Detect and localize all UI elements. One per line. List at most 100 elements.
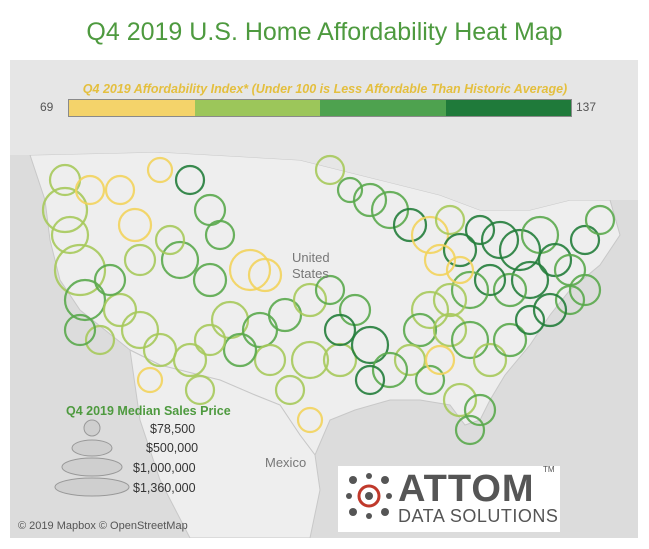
logo-tagline: DATA SOLUTIONS (398, 506, 559, 526)
metro-circle[interactable] (336, 176, 364, 204)
metro-circle[interactable] (410, 290, 450, 330)
scale-seg-4 (445, 100, 571, 116)
metro-circle[interactable] (392, 207, 428, 243)
metro-circle[interactable] (510, 260, 550, 300)
metro-circle[interactable] (184, 374, 216, 406)
scale-seg-3 (320, 100, 446, 116)
metro-circle[interactable] (136, 366, 164, 394)
metro-circle[interactable] (352, 182, 388, 218)
metro-circle[interactable] (142, 332, 178, 368)
metro-circle[interactable] (192, 262, 228, 298)
metro-circle[interactable] (472, 342, 508, 378)
metro-circle[interactable] (410, 215, 450, 255)
metro-circle[interactable] (146, 156, 174, 184)
metro-circle[interactable] (228, 248, 272, 292)
country-label-states: States (292, 266, 329, 281)
metro-circle[interactable] (480, 220, 520, 260)
metro-circle[interactable] (314, 274, 346, 306)
metro-circle[interactable] (117, 207, 153, 243)
metro-circle[interactable] (432, 282, 468, 318)
metro-circle[interactable] (104, 174, 136, 206)
metro-circle[interactable] (93, 263, 127, 297)
metro-circle[interactable] (290, 340, 330, 380)
metro-circle[interactable] (424, 344, 456, 376)
affordability-circles (41, 154, 616, 446)
metro-circle[interactable] (432, 312, 468, 348)
logo-trademark: TM (543, 465, 555, 474)
map-title: Q4 2019 U.S. Home Affordability Heat Map (86, 18, 563, 46)
mexico-label: Mexico (265, 455, 307, 470)
metro-circle[interactable] (450, 320, 490, 360)
metro-circle[interactable] (498, 228, 542, 272)
metro-circle[interactable] (204, 219, 236, 251)
metro-circle[interactable] (445, 255, 475, 285)
metro-circle[interactable] (454, 414, 486, 446)
metro-circle[interactable] (350, 325, 390, 365)
metro-circle[interactable] (63, 313, 97, 347)
metro-circle[interactable] (354, 364, 386, 396)
metro-circle[interactable] (442, 232, 478, 268)
metro-circle[interactable] (102, 292, 138, 328)
map-canvas (10, 60, 638, 538)
metro-circle[interactable] (154, 224, 186, 256)
size-legend-item-1: $78,500 (150, 422, 196, 436)
size-legend-shapes (54, 419, 130, 497)
metro-circle[interactable] (296, 406, 324, 434)
color-legend-max: 137 (576, 100, 597, 114)
metro-circle[interactable] (63, 278, 107, 322)
metro-circle[interactable] (473, 263, 507, 297)
size-legend-item-4: $1,360,000 (133, 481, 196, 495)
map-attribution[interactable]: © 2019 Mapbox © OpenStreetMap (18, 520, 188, 532)
metro-circle[interactable] (569, 224, 601, 256)
metro-circle[interactable] (120, 310, 160, 350)
color-legend-min: 69 (40, 100, 54, 114)
metro-circle[interactable] (84, 324, 116, 356)
metro-circle[interactable] (568, 273, 602, 307)
size-legend-title: Q4 2019 Median Sales Price (66, 404, 231, 418)
metro-circle[interactable] (193, 323, 227, 357)
metro-circle[interactable] (514, 304, 546, 336)
country-label-united: United (292, 250, 330, 265)
metro-circle[interactable] (402, 312, 438, 348)
metro-circle[interactable] (463, 393, 497, 427)
logo-box (338, 466, 560, 532)
metro-circle[interactable] (253, 343, 287, 377)
map-area[interactable]: United States Mexico (10, 60, 638, 538)
metro-circle[interactable] (53, 243, 107, 297)
size-legend-item-2: $500,000 (146, 441, 199, 455)
metro-circle[interactable] (314, 154, 346, 186)
metro-circle[interactable] (323, 313, 357, 347)
metro-circle[interactable] (414, 364, 446, 396)
size-legend-item-3: $1,000,000 (133, 461, 196, 475)
metro-circle[interactable] (371, 351, 409, 389)
metro-circle[interactable] (267, 297, 303, 333)
metro-circle[interactable] (50, 215, 90, 255)
canada-landmass (10, 60, 638, 210)
metro-circle[interactable] (41, 186, 89, 234)
metro-circle[interactable] (442, 382, 478, 418)
metro-circle[interactable] (434, 204, 466, 236)
color-legend-title: Q4 2019 Affordability Index* (Under 100 … (82, 82, 568, 96)
metro-circle[interactable] (160, 240, 200, 280)
metro-circle[interactable] (532, 292, 568, 328)
metro-circle[interactable] (247, 257, 283, 293)
metro-circle[interactable] (123, 243, 157, 277)
metro-circle[interactable] (450, 270, 490, 310)
metro-circle[interactable] (274, 374, 306, 406)
metro-circle[interactable] (492, 272, 528, 308)
metro-circle[interactable] (464, 214, 496, 246)
scale-seg-2 (194, 100, 320, 116)
metro-circle[interactable] (423, 243, 457, 277)
metro-circle[interactable] (172, 342, 208, 378)
logo-wordmark: ATTOM (398, 468, 535, 510)
metro-circle[interactable] (584, 204, 616, 236)
scale-seg-1 (69, 100, 195, 116)
metro-circle[interactable] (174, 164, 206, 196)
metro-circle[interactable] (74, 174, 106, 206)
metro-circle[interactable] (492, 322, 528, 358)
metro-circle[interactable] (222, 332, 258, 368)
metro-circle[interactable] (537, 242, 573, 278)
color-scale-bar (68, 99, 572, 117)
mexico-landmass (129, 349, 321, 538)
metro-circle[interactable] (292, 282, 328, 318)
